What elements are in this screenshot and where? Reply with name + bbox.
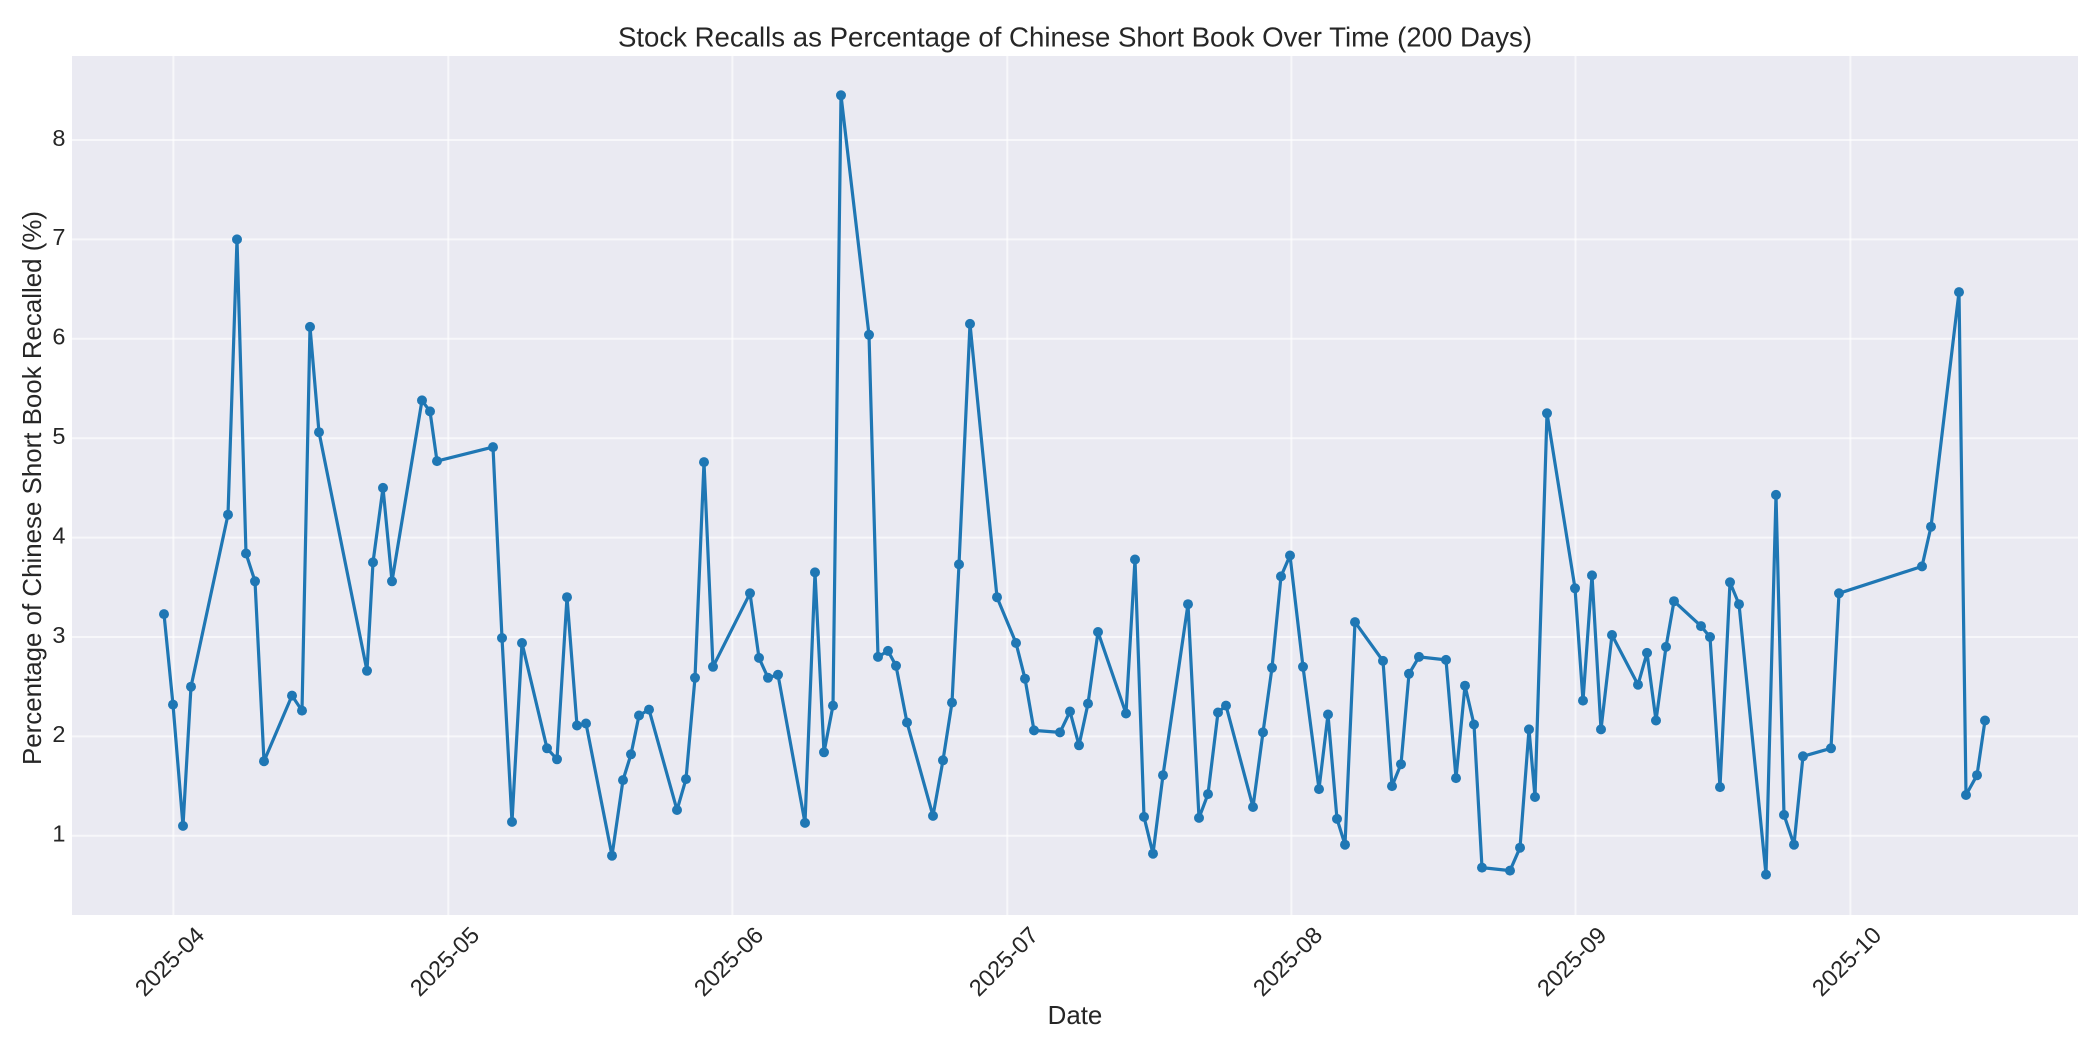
svg-text:Stock Recalls as Percentage of: Stock Recalls as Percentage of Chinese S… [618,22,1532,53]
svg-text:7: 7 [52,224,65,250]
svg-text:2: 2 [52,721,65,747]
svg-text:3: 3 [52,622,65,648]
svg-text:8: 8 [52,125,65,151]
svg-text:Date: Date [1048,1002,1103,1030]
svg-text:1: 1 [52,821,65,847]
svg-text:5: 5 [52,423,65,449]
svg-text:4: 4 [52,522,65,548]
svg-text:6: 6 [52,324,65,350]
svg-text:Percentage of Chinese Short Bo: Percentage of Chinese Short Book Recalle… [19,211,47,765]
